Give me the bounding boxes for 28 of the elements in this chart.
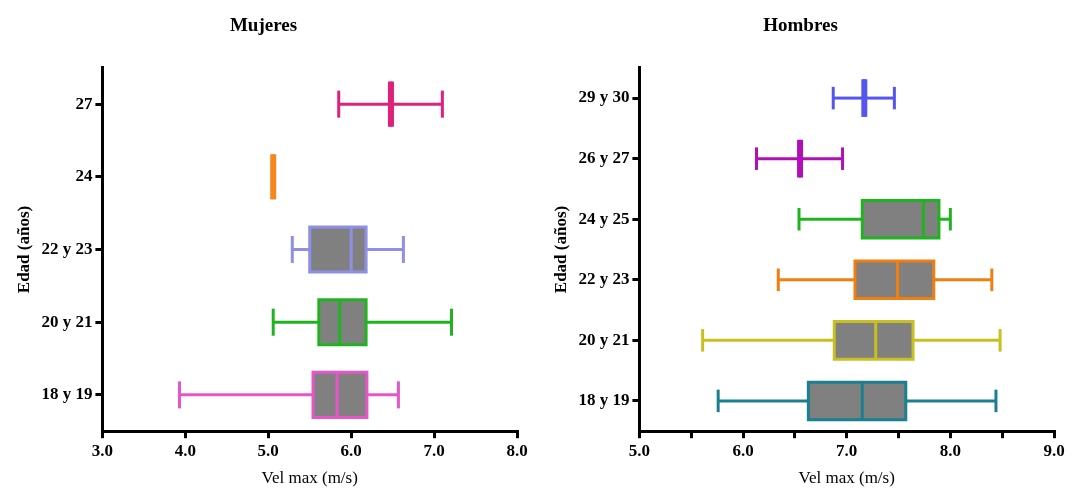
y-tick-label: 22 y 23 — [578, 269, 630, 289]
x-tick-label: 6.0 — [732, 440, 754, 460]
y-axis-title: Edad (años) — [13, 205, 33, 294]
x-tick-label: 4.0 — [174, 440, 196, 460]
y-axis-title: Edad (años) — [550, 205, 570, 294]
x-tick-label: 5.0 — [628, 440, 651, 460]
y-tick-label: 29 y 30 — [578, 87, 630, 107]
y-tick-label: 24 — [75, 166, 93, 186]
y-tick-label: 18 y 19 — [41, 384, 93, 404]
x-tick-label: 6.0 — [340, 440, 362, 460]
y-tick-label: 27 — [75, 93, 93, 113]
x-tick-label: 8.0 — [506, 440, 528, 460]
x-tick-label: 9.0 — [1043, 440, 1065, 460]
chart-title: Mujeres — [229, 14, 298, 36]
y-tick-label: 22 y 23 — [41, 238, 93, 258]
x-axis-title: Vel max (m/s) — [261, 468, 358, 488]
x-tick-label: 7.0 — [836, 440, 858, 460]
y-tick-label: 20 y 21 — [578, 329, 630, 349]
x-axis-title: Vel max (m/s) — [798, 468, 895, 488]
y-tick-label: 26 y 27 — [578, 148, 630, 168]
chart-title: Hombres — [763, 14, 838, 36]
x-tick-label: 3.0 — [91, 440, 114, 460]
x-tick-label: 8.0 — [939, 440, 961, 460]
y-tick-label: 20 y 21 — [41, 311, 93, 331]
x-tick-label: 5.0 — [257, 440, 279, 460]
y-tick-label: 18 y 19 — [578, 390, 630, 410]
x-tick-label: 7.0 — [423, 440, 445, 460]
y-tick-label: 24 y 25 — [578, 208, 630, 228]
